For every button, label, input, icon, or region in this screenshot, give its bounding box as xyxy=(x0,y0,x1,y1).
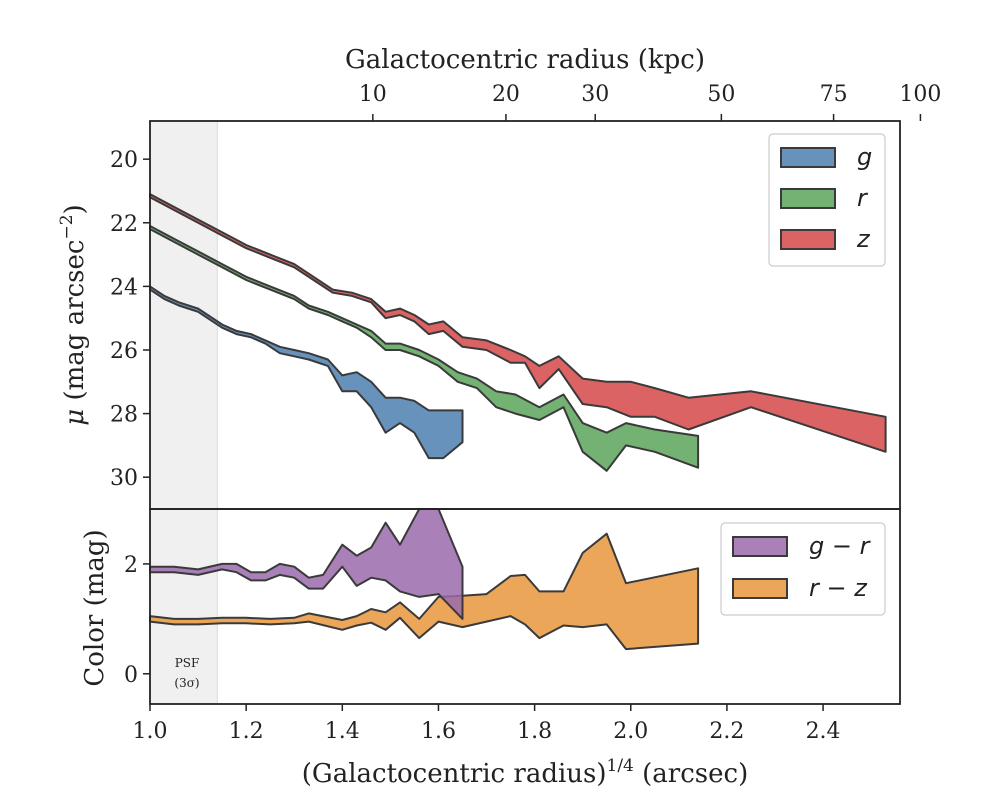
legend-label: g xyxy=(857,143,872,171)
top-panel-bands xyxy=(149,193,887,472)
kpc-tick-label: 100 xyxy=(899,82,941,107)
x-tick-label: 2.4 xyxy=(806,719,841,744)
x-tick-label: 2.2 xyxy=(709,719,744,744)
y-tick-label-top: 20 xyxy=(110,148,138,173)
x-tick-label: 1.6 xyxy=(421,719,456,744)
legend-swatch xyxy=(780,188,836,209)
x-tick-label: 1.0 xyxy=(133,719,168,744)
bottom-x-axis-title: (Galactocentric radius)1/4 (arcsec) xyxy=(302,756,748,789)
legend-label: r − z xyxy=(809,574,868,602)
bottom-panel-bands xyxy=(149,508,700,651)
axis-ticks: 1.0 1.2 1.4 1.6 1.8 2.0 2.2 2.4 20 22 24 26 28 30 0 2 10… xyxy=(110,82,941,744)
legend-label: z xyxy=(856,225,871,253)
kpc-tick-label: 30 xyxy=(581,82,609,107)
y-tick-label-top: 22 xyxy=(110,212,138,237)
band-g xyxy=(149,285,464,460)
psf-shade-bottom xyxy=(150,509,218,704)
kpc-tick-label: 75 xyxy=(820,82,848,107)
band-rz xyxy=(149,532,700,651)
x-tick-label: 1.2 xyxy=(229,719,264,744)
kpc-tick-label: 10 xyxy=(359,82,387,107)
bottom-legend: g − r r − z xyxy=(720,522,886,616)
x-tick-label: 1.8 xyxy=(517,719,552,744)
psf-annotation-line1: PSF xyxy=(175,656,200,670)
legend-label: g − r xyxy=(809,532,872,560)
bottom-panel-frame xyxy=(149,508,901,705)
kpc-tick-label: 20 xyxy=(492,82,520,107)
band-gr xyxy=(149,508,464,620)
y-tick-label-bottom: 0 xyxy=(124,663,138,688)
bottom-y-axis-title: Color (mag) xyxy=(80,529,110,686)
x-tick-label: 2.0 xyxy=(613,719,648,744)
legend-swatch xyxy=(732,578,788,599)
legend-swatch xyxy=(780,147,836,168)
band-z xyxy=(149,193,887,453)
top-x-axis-title: Galactocentric radius (kpc) xyxy=(345,45,705,75)
top-y-axis-title: μ (mag arcsec−2) xyxy=(57,204,90,425)
y-tick-label-top: 28 xyxy=(110,403,138,428)
top-legend: grz xyxy=(768,133,886,267)
y-tick-label-top: 26 xyxy=(110,339,138,364)
band-r xyxy=(149,225,700,472)
x-tick-label: 1.4 xyxy=(325,719,360,744)
psf-annotation-line2: (3σ) xyxy=(174,676,199,690)
legend-swatch xyxy=(780,229,836,250)
y-tick-label-top: 24 xyxy=(110,275,138,300)
legend-swatch xyxy=(732,536,788,557)
y-tick-label-bottom: 2 xyxy=(124,553,138,578)
y-tick-label-top: 30 xyxy=(110,466,138,491)
kpc-tick-label: 50 xyxy=(707,82,735,107)
legend-label: r xyxy=(857,184,869,212)
